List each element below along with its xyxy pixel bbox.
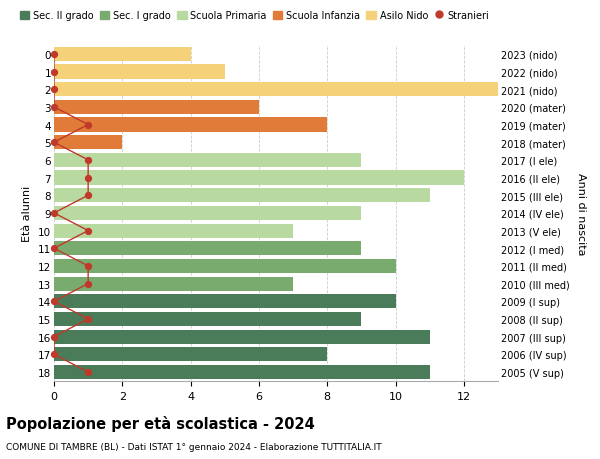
Y-axis label: Anni di nascita: Anni di nascita (576, 172, 586, 255)
Bar (54, 224, 293, 238)
Bar (54, 65, 225, 79)
Y-axis label: Età alunni: Età alunni (22, 185, 32, 241)
Bar (54, 83, 498, 97)
Bar (54, 241, 361, 256)
Bar (54, 153, 361, 168)
Point (49, 86, 59, 94)
Bar (54, 48, 191, 62)
Bar (54, 347, 327, 362)
Point (83, 227, 93, 235)
Bar (54, 295, 395, 308)
Legend: Sec. II grado, Sec. I grado, Scuola Primaria, Scuola Infanzia, Asilo Nido, Stran: Sec. II grado, Sec. I grado, Scuola Prim… (16, 7, 493, 25)
Point (83, 122, 93, 129)
Text: COMUNE DI TAMBRE (BL) - Dati ISTAT 1° gennaio 2024 - Elaborazione TUTTITALIA.IT: COMUNE DI TAMBRE (BL) - Dati ISTAT 1° ge… (6, 442, 382, 451)
Bar (54, 171, 464, 185)
Point (49, 104, 59, 111)
Bar (54, 365, 430, 379)
Point (49, 333, 59, 341)
Bar (54, 207, 361, 220)
Point (49, 210, 59, 217)
Bar (54, 189, 430, 203)
Point (83, 157, 93, 164)
Bar (54, 118, 327, 132)
Bar (54, 312, 361, 326)
Bar (54, 277, 293, 291)
Bar (54, 259, 395, 274)
Point (49, 139, 59, 146)
Point (83, 174, 93, 182)
Bar (54, 101, 259, 115)
Point (49, 69, 59, 76)
Point (49, 51, 59, 58)
Point (49, 298, 59, 305)
Point (83, 280, 93, 288)
Point (83, 263, 93, 270)
Point (49, 351, 59, 358)
Point (83, 369, 93, 376)
Bar (54, 136, 122, 150)
Point (83, 316, 93, 323)
Bar (54, 330, 430, 344)
Text: Popolazione per età scolastica - 2024: Popolazione per età scolastica - 2024 (6, 415, 315, 431)
Point (83, 192, 93, 200)
Point (49, 245, 59, 252)
